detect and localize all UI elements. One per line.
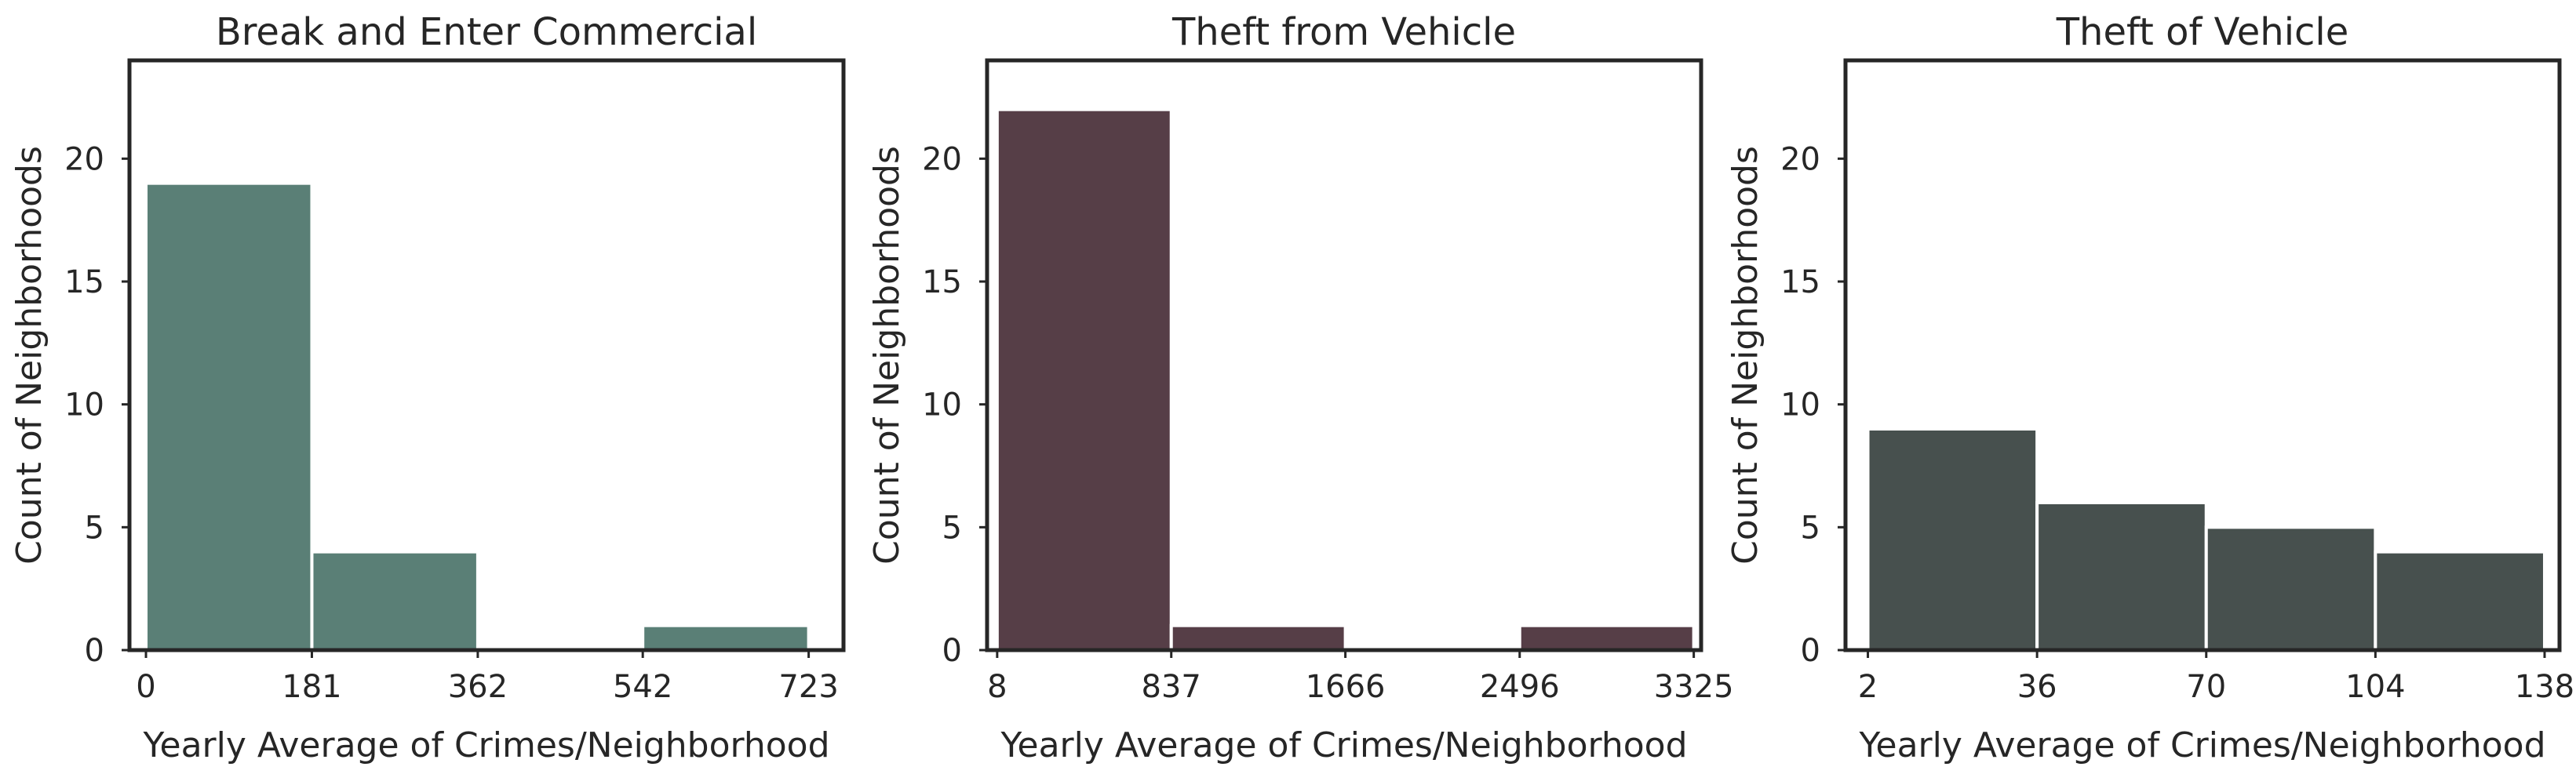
x-tick-label: 542 — [613, 669, 672, 705]
x-tick-label: 362 — [448, 669, 508, 705]
x-axis-label: Yearly Average of Crimes/Neighborhood — [1000, 725, 1687, 765]
y-tick-label: 10 — [922, 387, 962, 423]
x-tick-label: 0 — [136, 669, 155, 705]
histogram-bar — [144, 181, 314, 652]
x-tick-label: 8 — [987, 669, 1007, 705]
x-tick-label: 36 — [2017, 669, 2057, 705]
histogram-bar — [641, 623, 811, 652]
y-tick-label: 0 — [1801, 633, 1820, 669]
plot-frame — [127, 58, 846, 652]
y-tick-label: 0 — [942, 633, 962, 669]
x-tick-label: 3325 — [1654, 669, 1734, 705]
y-axis-label: Count of Neighborhoods — [9, 146, 49, 565]
histogram-bar — [1169, 623, 1347, 652]
chart-title: Theft from Vehicle — [1171, 10, 1516, 54]
x-tick-label: 837 — [1142, 669, 1201, 705]
y-tick-label: 20 — [922, 141, 962, 177]
plot-frame — [985, 58, 1703, 652]
histogram-bar — [2035, 501, 2208, 652]
x-tick-label: 1666 — [1306, 669, 1386, 705]
x-tick-label: 138 — [2515, 669, 2574, 705]
y-tick-label: 20 — [1780, 141, 1820, 177]
histogram-bar — [1866, 427, 2039, 652]
panel-theft-from-vehicle: 8 837 1666 2496 3325 0 5 10 15 20 Theft from Vehi… — [867, 10, 1734, 765]
panel-theft-of-vehicle: 2 36 70 104 138 0 5 10 15 20 Theft of Vehicle Yea… — [1725, 10, 2574, 765]
histogram-bar — [2204, 525, 2377, 652]
y-tick-label: 20 — [64, 141, 104, 177]
chart-title: Break and Enter Commercial — [216, 10, 757, 54]
x-axis-label: Yearly Average of Crimes/Neighborhood — [142, 725, 829, 765]
x-tick-label: 70 — [2186, 669, 2226, 705]
y-tick-label: 5 — [85, 510, 104, 546]
histogram-bar — [1518, 623, 1696, 652]
y-tick-label: 0 — [85, 633, 104, 669]
y-tick-label: 10 — [1780, 387, 1820, 423]
x-tick-label: 104 — [2345, 669, 2405, 705]
panel-break-and-enter-commercial: 0 181 362 542 723 0 5 10 15 20 Break and Enter Co… — [9, 10, 846, 765]
histogram-bar — [2374, 550, 2546, 652]
x-axis-label: Yearly Average of Crimes/Neighborhood — [1858, 725, 2545, 765]
y-axis-label: Count of Neighborhoods — [1725, 146, 1765, 565]
y-tick-label: 10 — [64, 387, 104, 423]
y-tick-label: 15 — [1780, 264, 1820, 300]
y-axis-label: Count of Neighborhoods — [867, 146, 907, 565]
histogram-bar — [310, 550, 479, 652]
x-tick-label: 723 — [778, 669, 838, 705]
x-tick-label: 2496 — [1480, 669, 1560, 705]
plot-frame — [1843, 58, 2562, 652]
y-tick-label: 5 — [942, 510, 962, 546]
histogram-bar — [995, 107, 1173, 652]
y-tick-label: 15 — [922, 264, 962, 300]
chart-title: Theft of Vehicle — [2056, 10, 2349, 54]
y-tick-label: 15 — [64, 264, 104, 300]
y-tick-label: 5 — [1801, 510, 1820, 546]
x-tick-label: 2 — [1858, 669, 1878, 705]
x-tick-label: 181 — [282, 669, 341, 705]
